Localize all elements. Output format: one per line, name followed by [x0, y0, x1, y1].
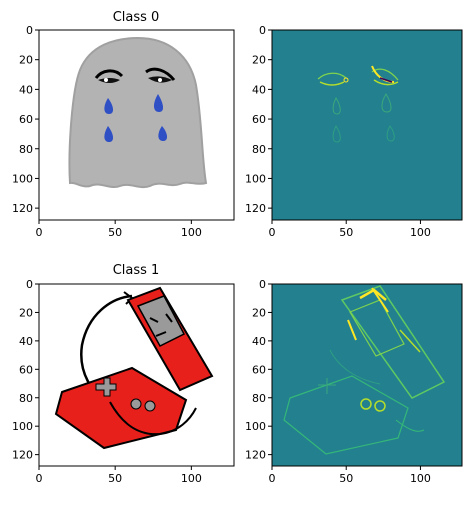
ghost-saliency-edges	[317, 65, 399, 143]
y-tick-label: 120	[12, 449, 33, 462]
y-tick-label: 20	[252, 54, 266, 67]
y-tick-label: 80	[252, 143, 266, 156]
panel-title: Class 0	[113, 10, 160, 25]
x-tick-label: 0	[269, 472, 276, 485]
tear	[153, 94, 164, 112]
y-tick-label: 60	[252, 363, 266, 376]
x-tick-label: 50	[108, 472, 122, 485]
x-tick-label: 0	[269, 226, 276, 239]
panel-class-0-heatmap	[271, 29, 463, 221]
y-tick-label: 40	[19, 83, 33, 96]
y-tick-label: 60	[19, 113, 33, 126]
x-tick-label: 100	[181, 472, 202, 485]
y-tick-label: 20	[19, 54, 33, 67]
y-tick-label: 100	[245, 420, 266, 433]
tear	[104, 126, 114, 142]
x-tick-label: 100	[410, 226, 431, 239]
y-tick-label: 80	[252, 392, 266, 405]
x-tick-label: 50	[339, 226, 353, 239]
y-tick-label: 80	[19, 392, 33, 405]
ghost-drawing	[68, 36, 208, 189]
ghost-body	[68, 36, 208, 189]
y-tick-label: 120	[12, 202, 33, 215]
y-tick-label: 20	[19, 306, 33, 319]
y-tick-label: 20	[252, 306, 266, 319]
y-tick-label: 120	[245, 449, 266, 462]
y-tick-label: 0	[259, 24, 266, 37]
panel-title: Class 1	[113, 263, 160, 278]
panel-class-0-image: Class 0	[38, 10, 235, 221]
y-tick-label: 40	[252, 83, 266, 96]
y-tick-label: 100	[12, 172, 33, 185]
y-tick-label: 0	[259, 278, 266, 291]
y-tick-label: 40	[252, 335, 266, 348]
x-tick-label: 0	[36, 472, 43, 485]
x-tick-label: 0	[36, 226, 43, 239]
console-screen	[136, 295, 186, 347]
console-drawing	[54, 286, 214, 450]
y-tick-label: 100	[12, 420, 33, 433]
x-tick-label: 50	[108, 226, 122, 239]
panel-class-1-image: Class 1	[38, 263, 235, 467]
y-tick-label: 0	[26, 24, 33, 37]
x-tick-label: 100	[410, 472, 431, 485]
y-tick-label: 100	[245, 172, 266, 185]
tear	[104, 98, 114, 114]
y-tick-label: 120	[245, 202, 266, 215]
x-tick-label: 100	[181, 226, 202, 239]
heatmap-background	[272, 284, 462, 466]
y-tick-label: 60	[19, 363, 33, 376]
tear	[158, 126, 168, 141]
y-tick-label: 0	[26, 278, 33, 291]
left-eye	[98, 78, 120, 83]
y-tick-label: 40	[19, 335, 33, 348]
panel-class-1-heatmap	[271, 283, 463, 467]
heatmap-background	[272, 30, 462, 220]
y-tick-label: 80	[19, 143, 33, 156]
x-tick-label: 50	[339, 472, 353, 485]
y-tick-label: 60	[252, 113, 266, 126]
console-saliency-edges	[283, 285, 446, 455]
